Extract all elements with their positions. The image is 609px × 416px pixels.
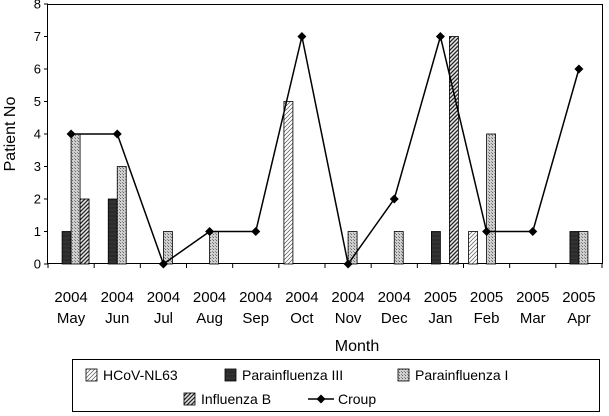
- legend-swatch: [183, 392, 196, 406]
- x-tick-label-year: 2005: [562, 289, 595, 306]
- croup-point: [158, 259, 168, 269]
- croup-line: [71, 33, 580, 266]
- legend-swatch: [397, 368, 410, 382]
- croup-point: [251, 227, 261, 236]
- x-tick-label-month: Dec: [381, 310, 408, 327]
- croup-point: [343, 259, 353, 269]
- legend-swatch: [85, 368, 98, 382]
- croup-line-layer: [66, 32, 584, 269]
- bar: [578, 231, 589, 265]
- bar: [79, 198, 90, 265]
- x-tick-label-year: 2005: [470, 289, 503, 306]
- y-tick-label: 1: [34, 224, 41, 239]
- bar: [569, 231, 580, 265]
- x-tick-label-month: Mar: [520, 310, 546, 327]
- x-tick-label-month: May: [57, 310, 86, 327]
- x-tick-label-month: Jan: [428, 310, 452, 327]
- x-tick-label-month: Sep: [242, 310, 269, 327]
- legend-box: [72, 359, 600, 412]
- croup-point: [389, 194, 399, 204]
- x-tick-label-month: Jul: [154, 310, 173, 327]
- x-tick-label-year: 2004: [193, 289, 226, 306]
- x-tick-label-year: 2004: [239, 289, 272, 306]
- x-tick-label-year: 2004: [331, 289, 364, 306]
- bar: [283, 101, 294, 265]
- y-tick-label: 7: [34, 29, 41, 44]
- bar: [449, 36, 459, 265]
- bar: [107, 198, 118, 265]
- y-tick-label: 2: [34, 192, 41, 207]
- x-tick-label-year: 2005: [424, 289, 457, 306]
- legend-swatch: [224, 368, 237, 382]
- y-tick-label: 0: [34, 257, 41, 272]
- x-axis: 2004 May 2004 Jun 2004 Jul 2004 Aug 2004 Sep 2004 O…: [47, 264, 603, 327]
- croup-point: [66, 129, 76, 139]
- y-tick-label: 4: [34, 127, 41, 142]
- bar: [61, 231, 72, 265]
- croup-point: [297, 32, 307, 41]
- x-tick-label-year: 2004: [54, 289, 87, 306]
- legend-label: Influenza B: [201, 391, 271, 407]
- bar: [393, 231, 404, 265]
- croup-point: [205, 227, 215, 236]
- legend-marker: [316, 394, 326, 404]
- legend-label: Parainfluenza III: [242, 367, 343, 383]
- x-tick-label-month: Apr: [567, 310, 590, 327]
- x-tick-label-month: Aug: [196, 310, 223, 327]
- x-tick-label-month: Feb: [474, 310, 500, 327]
- bar: [468, 231, 478, 265]
- legend-label: HCoV-NL63: [103, 367, 178, 383]
- x-tick-label-month: Jun: [105, 310, 129, 327]
- y-tick-label: 3: [34, 159, 41, 174]
- x-tick-label-year: 2004: [285, 289, 318, 306]
- croup-point: [482, 227, 492, 236]
- x-tick-label-month: Oct: [290, 310, 314, 327]
- y-tick-label: 5: [34, 94, 41, 109]
- legend-label: Croup: [338, 391, 376, 407]
- croup-point: [435, 32, 445, 41]
- bars-layer: [61, 36, 589, 265]
- bar: [116, 166, 127, 265]
- x-tick-label-year: 2004: [378, 289, 411, 306]
- x-tick-label-month: Nov: [335, 310, 362, 327]
- x-tick-label-year: 2004: [147, 289, 180, 306]
- x-tick-label-year: 2004: [101, 289, 134, 306]
- plot-frame: [47, 4, 603, 264]
- bar: [347, 231, 358, 265]
- y-axis-title: Patient No: [2, 97, 19, 172]
- bar: [70, 133, 81, 265]
- croup-point: [574, 64, 584, 74]
- legend: HCoV-NL63 Parainfluenza III Parainfluenza …: [85, 367, 508, 407]
- legend-label: Parainfluenza I: [415, 367, 508, 383]
- bar: [486, 133, 496, 265]
- y-axis: 0 1 2 3 4 5 6 7 8: [34, 0, 48, 272]
- bar: [209, 231, 219, 265]
- x-tick-label-year: 2005: [516, 289, 549, 306]
- croup-point: [528, 227, 538, 236]
- y-tick-label: 6: [34, 62, 41, 77]
- x-axis-title: Month: [335, 338, 379, 355]
- croup-point: [112, 129, 122, 139]
- bar: [431, 231, 441, 265]
- y-tick-label: 8: [34, 0, 41, 12]
